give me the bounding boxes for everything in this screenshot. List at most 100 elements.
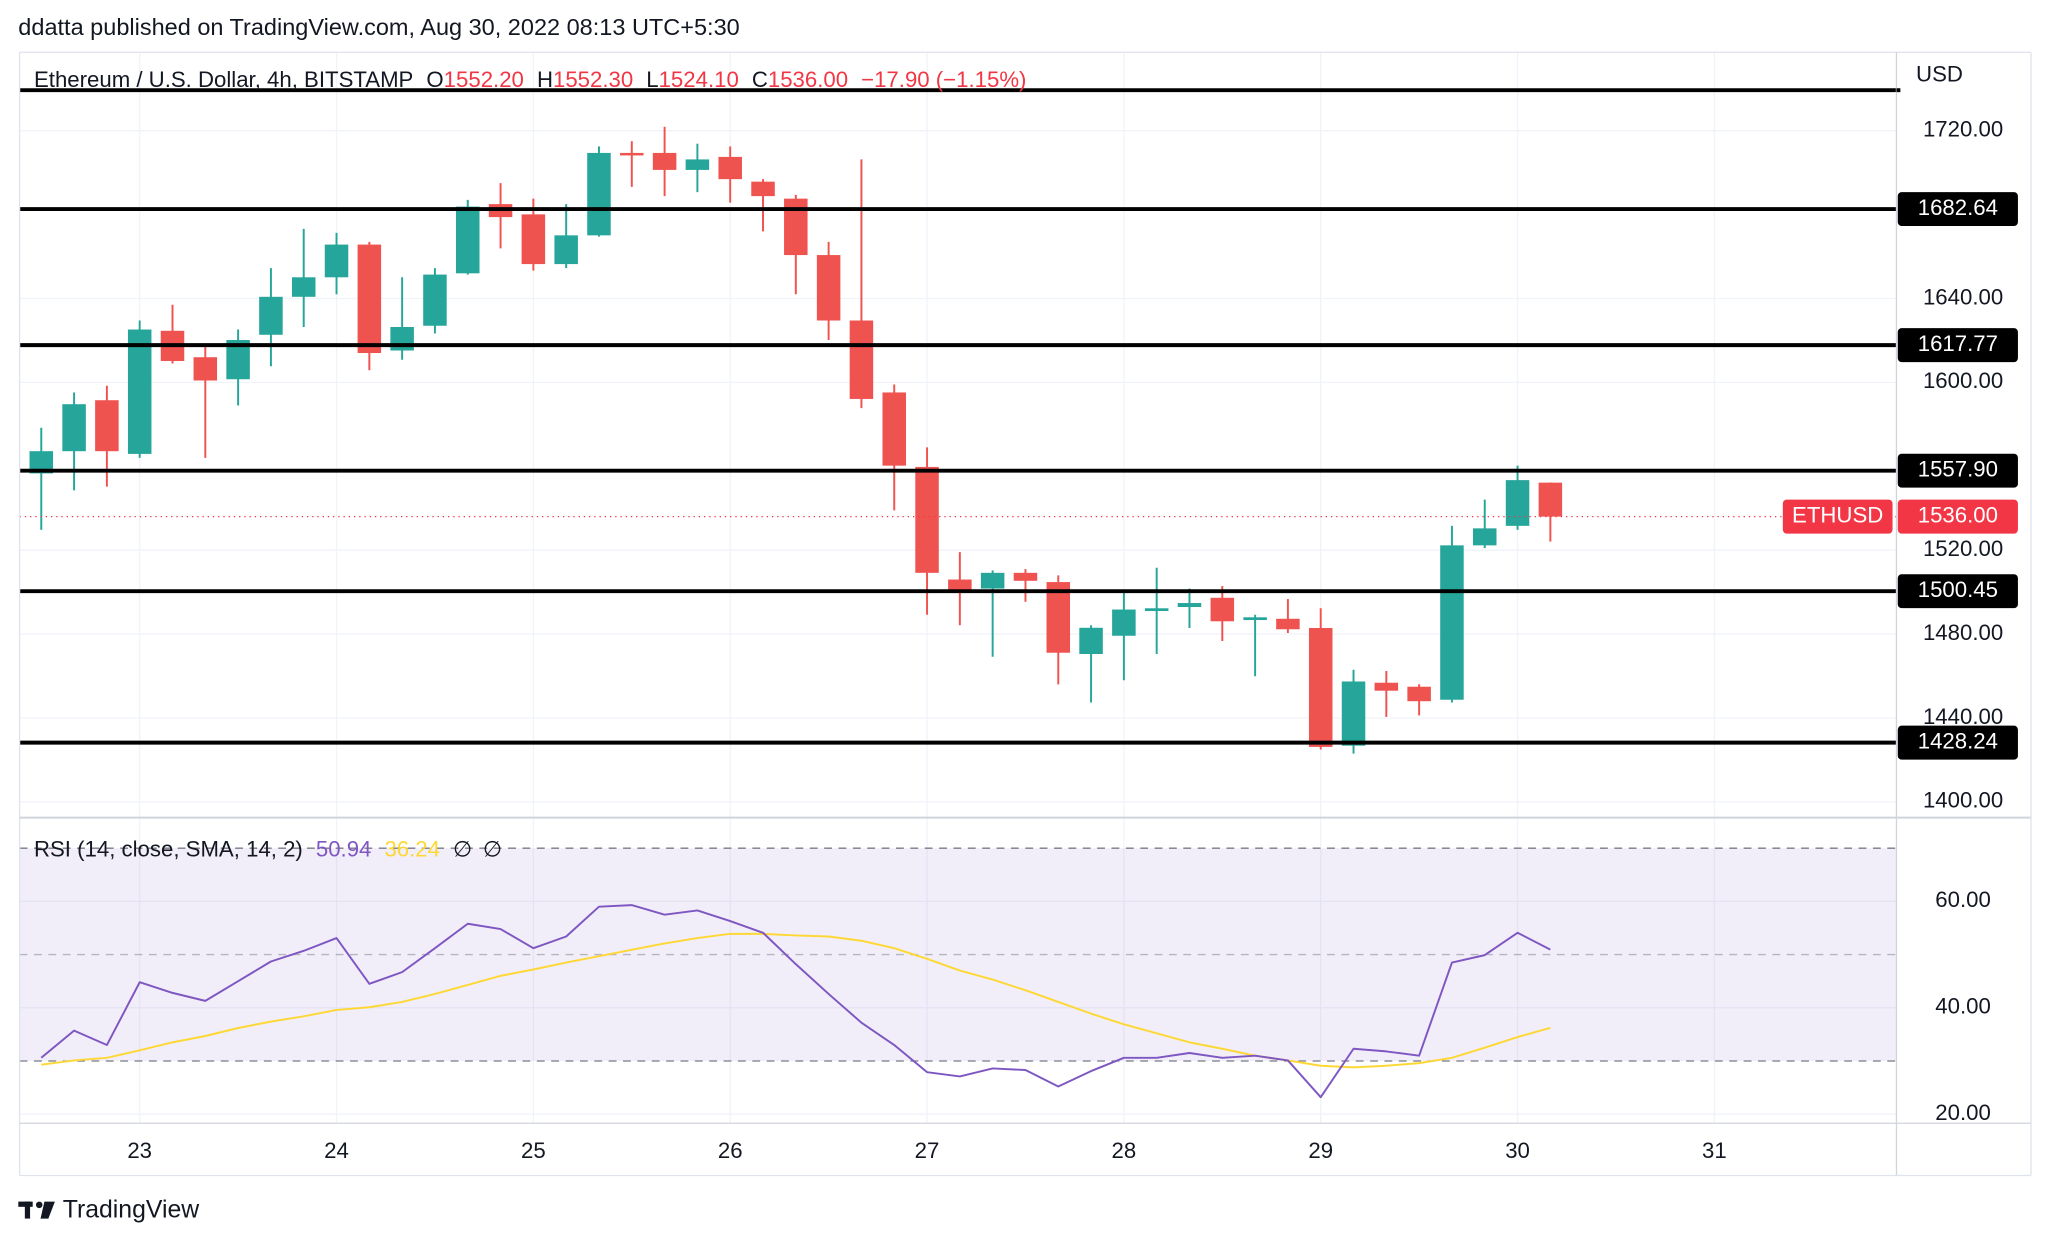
symbol-label: ETHUSD (1792, 502, 1883, 527)
y-tick-label: 1720.00 (1923, 117, 2003, 142)
y-tick-label: 1440.00 (1923, 704, 2003, 729)
y-tick-label: 1520.00 (1923, 536, 2003, 561)
status-icon: ∅ (483, 836, 502, 861)
rsi-line (41, 932, 1551, 1069)
grid-layer (19, 52, 1897, 1124)
candle-body (718, 156, 742, 180)
candle-body (587, 152, 611, 236)
y-tick-label: 1480.00 (1923, 620, 2003, 645)
legend-o: O (426, 67, 443, 92)
sma-last: 36.24 (384, 836, 440, 861)
x-tick-label: 27 (915, 1138, 940, 1163)
legend-c: C (752, 67, 768, 92)
level-label: 1617.77 (1918, 331, 1998, 356)
candle-body (948, 579, 972, 591)
candle-body (324, 244, 349, 278)
candle-body (291, 277, 316, 297)
candle-body (915, 466, 939, 573)
legend-h: H (537, 67, 553, 92)
candle-body (1243, 617, 1267, 621)
level-label-box (1897, 328, 2018, 363)
x-tick-label: 31 (1702, 1138, 1727, 1163)
candle-body (62, 404, 86, 452)
candle-body (226, 340, 250, 380)
y-tick-label: 40.00 (1935, 994, 1991, 1019)
symbol-box (1782, 499, 1893, 534)
status-icon: ∅ (453, 836, 472, 861)
rsi-pane (19, 847, 1897, 1099)
x-tick-label: 24 (324, 1138, 349, 1163)
legend-low: 1524.10 (659, 67, 739, 92)
candle-body (29, 451, 54, 474)
x-tick-label: 30 (1505, 1138, 1530, 1163)
candle-body (849, 320, 874, 399)
candle-body (784, 198, 808, 256)
candle-body (1210, 597, 1235, 622)
y-tick-label: 20.00 (1935, 1100, 1991, 1125)
candle-body (1440, 545, 1464, 700)
candle-body (1341, 681, 1366, 746)
price-legend: Ethereum / U.S. Dollar, 4h, BITSTAMP O155… (34, 67, 1026, 92)
candle-body (1538, 482, 1563, 517)
candle-body (980, 572, 1005, 589)
brand-logo (18, 1201, 55, 1219)
symbol-title: Ethereum / U.S. Dollar, 4h, BITSTAMP (34, 67, 413, 92)
y-tick-label: 1400.00 (1923, 788, 2003, 813)
candle-body (1112, 609, 1136, 636)
candle-body (1472, 528, 1497, 546)
candle-body (1079, 627, 1103, 655)
x-tick-label: 25 (521, 1138, 546, 1163)
candle-body (652, 152, 677, 170)
brand: TradingView (63, 1196, 200, 1223)
x-tick-label: 28 (1112, 1138, 1137, 1163)
candle-body (751, 181, 775, 197)
candle-body (95, 400, 119, 452)
candle-body (423, 274, 447, 326)
legend-open: 1552.20 (444, 67, 524, 92)
rsi-title: RSI (14, close, SMA, 14, 2) (34, 836, 303, 861)
candle-body (816, 255, 841, 321)
candle-body (127, 329, 152, 454)
last-price-box (1897, 499, 2018, 534)
frame (18, 51, 2032, 1177)
level-label-box (1897, 192, 2018, 227)
y-tick-label: 1640.00 (1923, 284, 2003, 309)
rsi-legend: RSI (14, close, SMA, 14, 2) 50.94 36.24 ∅ ∅ (34, 836, 502, 861)
x-tick-label: 26 (718, 1138, 743, 1163)
level-label-box (1897, 574, 2018, 609)
level-label: 1428.24 (1918, 729, 1998, 754)
x-tick-label: 23 (127, 1138, 152, 1163)
candle-body (882, 392, 906, 466)
axis-unit: USD (1916, 62, 1963, 87)
label-layer: 23 24 25 26 27 28 29 30 31 1400.00 1440.00 1480.00 1… (127, 88, 2018, 1163)
legend-high: 1552.30 (553, 67, 633, 92)
candle-body (456, 206, 480, 274)
legend-change: −17.90 (−1.15%) (861, 67, 1026, 92)
candle-body (1374, 682, 1399, 691)
candle-body (1308, 627, 1333, 747)
candle-body (685, 159, 710, 170)
candle-body (521, 214, 546, 265)
candle-body (554, 235, 578, 265)
y-tick-label: 60.00 (1935, 887, 1991, 912)
unit-box (1900, 57, 2018, 97)
legend-close: 1536.00 (768, 67, 848, 92)
level-label: 1682.64 (1918, 195, 1998, 220)
rsi-last: 50.94 (316, 836, 372, 861)
price-pane (19, 88, 1897, 754)
candle-body (1177, 603, 1202, 608)
level-label-box (1897, 453, 2018, 488)
publisher-note: ddatta published on TradingView.com, Aug… (18, 14, 739, 40)
candle-body (1144, 608, 1169, 612)
candle-body (259, 296, 283, 335)
candle-body (1013, 572, 1038, 581)
candle-body (1276, 618, 1300, 630)
x-tick-label: 29 (1308, 1138, 1333, 1163)
level-label-box (1897, 725, 2018, 760)
rsi-line (40, 904, 1551, 1099)
candle-body (620, 152, 644, 156)
candle-body (1407, 686, 1431, 702)
candle-body (357, 244, 382, 354)
